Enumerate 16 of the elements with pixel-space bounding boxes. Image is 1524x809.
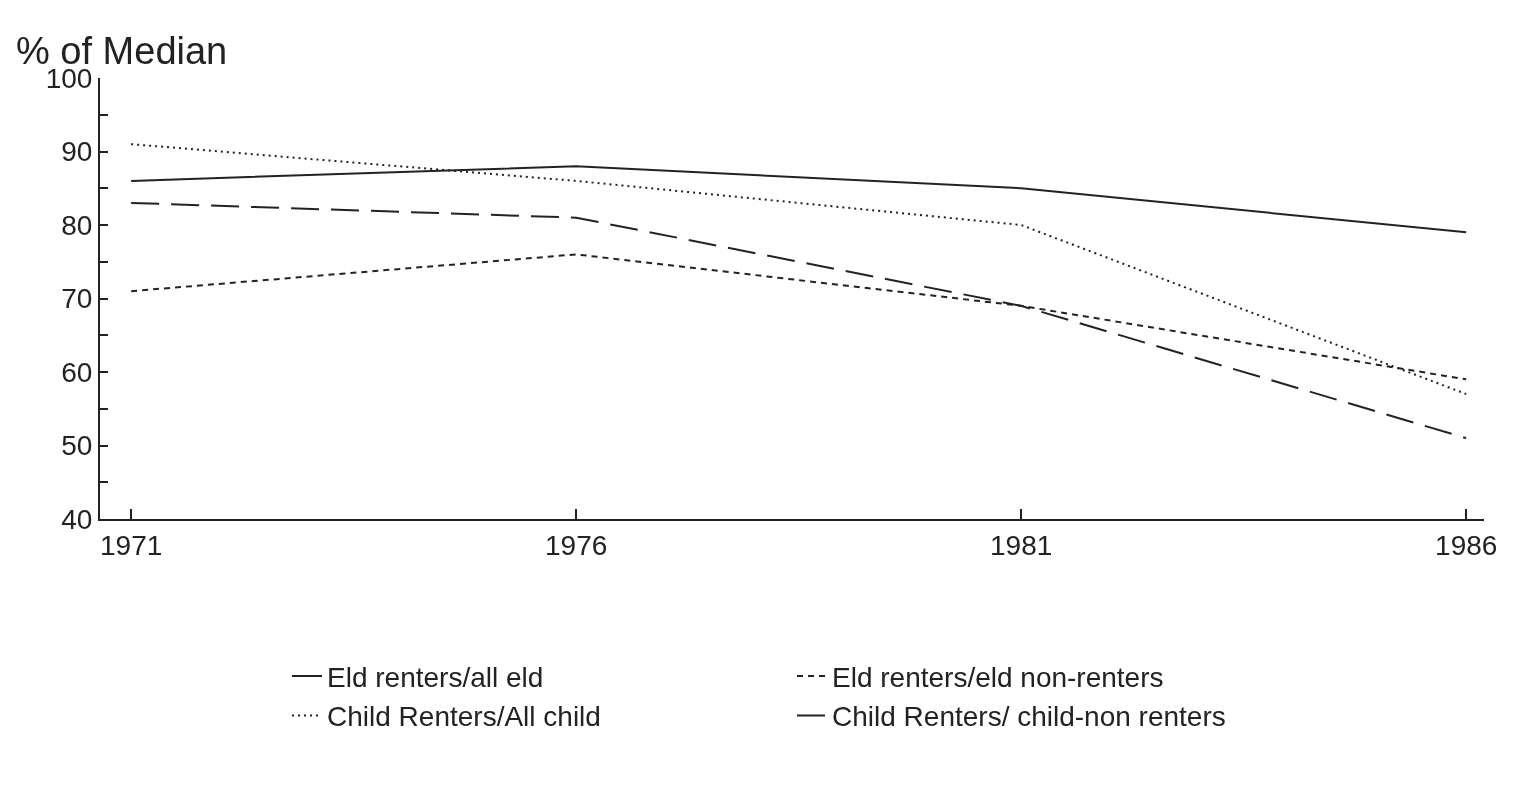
y-tick-label: 60 <box>61 356 93 388</box>
y-tick-label: 90 <box>61 136 93 168</box>
x-tick-label: 1971 <box>100 529 163 561</box>
line-series <box>130 201 1468 440</box>
y-tick-label: 50 <box>61 430 93 462</box>
legend-label: Child Renters/ child-non renters <box>832 701 1226 733</box>
y-tick-label: 40 <box>61 503 93 535</box>
legend-label: Eld renters/all eld <box>327 661 544 693</box>
x-tick-label: 1986 <box>1435 529 1498 561</box>
y-tick-label: 80 <box>61 209 93 241</box>
x-tick-label: 1981 <box>990 529 1053 561</box>
y-tick-label: 70 <box>61 283 93 315</box>
legend-label: Child Renters/All child <box>327 701 601 733</box>
line-series <box>130 143 1468 396</box>
x-tick-label: 1976 <box>545 529 608 561</box>
legend-label: Eld renters/eld non-renters <box>832 661 1164 693</box>
